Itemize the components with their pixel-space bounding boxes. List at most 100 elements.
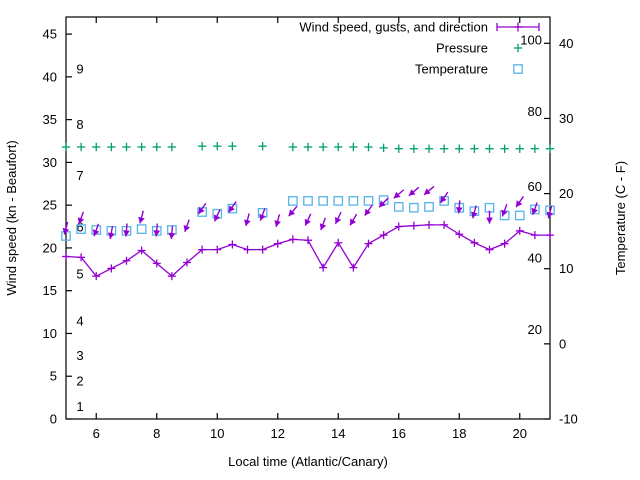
wind-direction-arrow — [77, 211, 85, 225]
legend-label-0: Wind speed, gusts, and direction — [299, 20, 488, 35]
fahrenheit-label: 100 — [520, 33, 542, 48]
beaufort-label: 6 — [76, 220, 83, 235]
x-axis: 6 8 10 12 14 16 18 20 — [93, 17, 527, 441]
wind-direction-arrow — [62, 221, 70, 235]
x-tick-label: 18 — [452, 426, 466, 441]
beaufort-label: 1 — [76, 399, 83, 414]
fahrenheit-label: 80 — [528, 104, 542, 119]
y2-axis-title: Temperature (C - F) — [613, 161, 628, 275]
y-axis-left: 0 5 10 15 20 25 30 35 40 45 — [43, 27, 72, 427]
wind-direction-arrow — [274, 214, 281, 228]
y2-tick-label: 40 — [559, 36, 573, 51]
arrow-head — [516, 200, 523, 208]
y-tick-label: 10 — [43, 326, 57, 341]
arrow-head — [455, 207, 463, 214]
temperature-marker — [409, 202, 419, 213]
arrow-head — [213, 214, 221, 222]
arrow-head — [531, 207, 538, 215]
wind-direction-arrow — [107, 226, 115, 240]
beaufort-scale-labels: 1 2 3 4 5 6 7 8 9 — [76, 61, 83, 414]
wind-direction-arrow — [334, 211, 342, 225]
temperature-marker — [76, 224, 86, 234]
fahrenheit-label: 20 — [528, 322, 542, 337]
y2-tick-label: 20 — [559, 186, 573, 201]
beaufort-label: 2 — [76, 374, 83, 389]
wind-direction-arrow — [486, 210, 493, 224]
legend-label-1: Pressure — [436, 41, 488, 56]
x-tick-label: 16 — [392, 426, 406, 441]
arrow-head — [153, 230, 161, 237]
series-wind-direction — [62, 185, 554, 240]
temperature-marker — [393, 202, 404, 212]
wind-direction-arrow — [546, 205, 554, 219]
wind-direction-arrow — [531, 202, 538, 215]
wind-direction-arrow — [244, 213, 251, 227]
arrow-head — [364, 208, 371, 216]
y2-tick-label: 10 — [559, 261, 573, 276]
wind-direction-arrow — [168, 226, 176, 240]
arrow-head — [123, 230, 130, 237]
y-tick-label: 40 — [43, 69, 57, 84]
arrow-head — [62, 227, 70, 235]
temperature-marker — [288, 196, 298, 206]
wind-direction-arrow — [197, 202, 207, 215]
temperature-marker — [227, 203, 238, 214]
arrow-head — [319, 223, 327, 231]
arrow-head — [486, 217, 493, 224]
arrow-head — [424, 188, 431, 195]
temperature-marker — [530, 204, 540, 215]
arrow-head — [198, 207, 205, 214]
arrow-head — [228, 205, 235, 213]
wind-direction-arrow — [319, 217, 327, 231]
arrow-head — [334, 217, 342, 224]
wind-direction-arrow — [213, 209, 221, 222]
y2-tick-label: 30 — [559, 111, 573, 126]
x-tick-label: 10 — [210, 426, 224, 441]
y-axis-title: Wind speed (kn - Beaufort) — [4, 140, 19, 295]
y-tick-label: 5 — [50, 369, 57, 384]
wind-direction-arrow — [138, 210, 145, 224]
wind-direction-arrow — [259, 208, 266, 221]
x-tick-label: 14 — [331, 426, 345, 441]
x-axis-title: Local time (Atlantic/Canary) — [228, 454, 388, 469]
arrow-head — [501, 209, 508, 217]
y-tick-label: 35 — [43, 112, 57, 127]
x-tick-label: 12 — [271, 426, 285, 441]
series-temperature — [61, 195, 555, 241]
arrow-head — [408, 189, 416, 196]
wind-direction-arrow — [153, 223, 161, 237]
wind-direction-arrow — [288, 205, 298, 217]
temperature-marker — [363, 196, 374, 206]
legend-label-2: Temperature — [415, 62, 488, 77]
y-tick-label: 0 — [50, 412, 57, 427]
arrow-head — [168, 232, 176, 240]
temperature-marker — [424, 202, 434, 212]
wind-direction-arrow — [183, 219, 191, 233]
series-wind-speed — [62, 220, 554, 281]
y2-tick-label: -10 — [559, 412, 578, 427]
legend-marker-2 — [513, 64, 523, 74]
y-tick-label: 15 — [43, 283, 57, 298]
y2-tick-label: 0 — [559, 336, 566, 351]
temperature-marker — [136, 224, 147, 234]
arrow-head — [546, 211, 554, 219]
plot-frame — [65, 16, 551, 420]
arrow-head — [92, 229, 100, 237]
arrow-head — [350, 218, 357, 226]
arrow-head — [183, 225, 191, 232]
y-tick-label: 45 — [43, 27, 57, 42]
wind-direction-arrow — [393, 189, 405, 199]
fahrenheit-scale-labels: 20 40 60 80 100 — [520, 33, 542, 337]
wind-direction-arrow — [439, 191, 449, 204]
temperature-marker — [303, 196, 313, 206]
legend-marker-0 — [496, 22, 540, 32]
arrow-head — [77, 217, 85, 225]
chart-legend: Wind speed, gusts, and direction Pressure… — [299, 20, 540, 77]
series-pressure — [61, 141, 555, 153]
x-tick-label: 20 — [513, 426, 527, 441]
beaufort-label: 3 — [76, 348, 83, 363]
wind-direction-arrow — [378, 197, 389, 208]
y-tick-label: 20 — [43, 240, 57, 255]
